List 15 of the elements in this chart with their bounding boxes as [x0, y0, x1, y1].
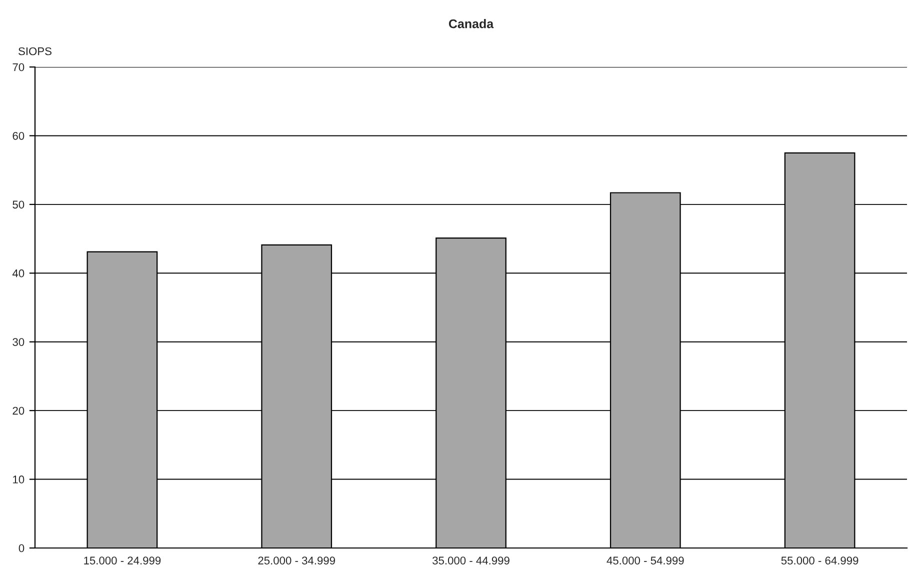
x-tick-label: 45.000 - 54.999: [606, 556, 684, 564]
y-tick-label: 50: [12, 200, 24, 209]
y-tick-label: 40: [12, 269, 24, 278]
y-tick-label: 30: [12, 338, 24, 346]
y-tick-label: 0: [18, 544, 24, 552]
y-tick-label: 10: [13, 476, 24, 484]
y-axis-title: SIOPS: [18, 47, 52, 56]
x-tick-label: 35.000 - 44.999: [432, 556, 510, 564]
x-tick-label: 15.000 - 24.999: [84, 556, 161, 564]
y-tick-label: 20: [12, 406, 24, 415]
chart-title: Canada: [448, 19, 494, 28]
y-tick-label: 60: [12, 132, 24, 140]
x-tick-label: 55.000 - 64.999: [781, 556, 858, 564]
x-tick-label: 25.000 - 34.999: [258, 556, 335, 564]
y-tick-label: 70: [12, 63, 24, 72]
